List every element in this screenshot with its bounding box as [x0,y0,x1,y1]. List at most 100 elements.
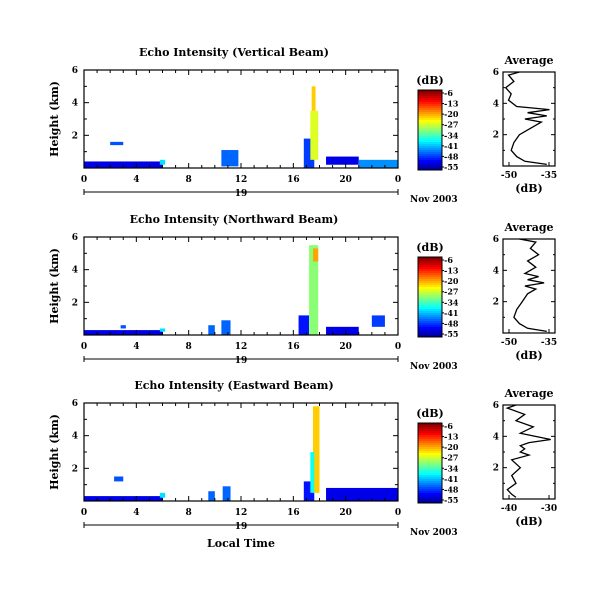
average-y-tick-label: 6 [493,235,499,245]
colorbar-segment [418,463,442,466]
colorbar-segment [418,152,442,155]
colorbar-segment [418,491,442,494]
colorbar-segment [418,122,442,125]
colorbar-segment [418,126,442,129]
colorbar-segment [418,293,442,296]
colorbar-segment [418,309,442,312]
colorbar-tick-label: -6 [444,421,453,431]
colorbar-segment [418,323,442,326]
panel-eastward: Echo Intensity (Eastward Beam) 0 4 8 12 16 20 0… [48,379,557,550]
colorbar-segment [418,497,442,500]
colorbar-segment [418,303,442,306]
colorbar-segment [418,267,442,270]
colorbar-tick-label: -48 [444,318,459,328]
colorbar-segment [418,499,442,502]
x-axis-label: Local Time [207,537,275,550]
x-tick-label: 16 [287,175,300,185]
average-x-tick-label: -30 [541,504,557,514]
echo-cell [159,492,166,498]
x-tick-label: 8 [186,175,192,185]
panel-vertical: Echo Intensity (Vertical Beam) 0 4 8 12 16 20 0… [48,46,557,205]
colorbar-segment [418,477,442,480]
echo-cell [159,328,166,332]
colorbar-tick-label: -20 [444,276,459,286]
echo-cell [208,491,215,501]
x-tick-label: 4 [133,175,139,185]
colorbar-segment [418,158,442,161]
y-axis-label: Height (km) [48,248,61,324]
y-tick-label: 6 [72,66,78,76]
echo-cell [312,406,320,493]
colorbar-tick-label: -13 [444,99,459,109]
colorbar-segment [418,483,442,486]
colorbar-segment [418,457,442,460]
average-profile-line [505,404,551,498]
y-tick-label: 2 [72,464,78,474]
average-y-tick-label: 2 [493,464,499,474]
colorbar-segment [418,271,442,274]
colorbar-segment [418,90,442,93]
colorbar-segment [418,116,442,119]
average-y-tick-label: 4 [493,266,499,276]
colorbar-segment [418,333,442,336]
date-month: Nov 2003 [410,195,458,205]
colorbar-segment [418,305,442,308]
echo-cell [110,141,124,146]
plot-frame [83,236,399,336]
colorbar-segment [418,124,442,127]
colorbar-segment [418,110,442,113]
colorbar-tick-label: -55 [444,495,458,505]
colorbar-segment [418,487,442,490]
colorbar-segment [418,120,442,123]
colorbar-segment [418,287,442,290]
average-title: Average [503,54,553,67]
colorbar-segment [418,481,442,484]
x-tick-label: 20 [339,342,352,352]
colorbar-tick-label: -48 [444,484,459,494]
colorbar-segment [418,269,442,272]
colorbar-segment [418,114,442,117]
colorbar-segment [418,277,442,280]
colorbar-segment [418,299,442,302]
colorbar-segment [418,154,442,157]
date-day: 19 [235,522,248,532]
average-y-tick-label: 4 [493,99,499,109]
colorbar-segment [418,259,442,262]
plot-frame [83,402,399,502]
colorbar-segment [418,118,442,121]
echo-cell [208,325,215,335]
colorbar-segment [418,459,442,462]
colorbar-segment [418,162,442,165]
echo-cell [159,159,166,165]
colorbar-segment [418,150,442,153]
colorbar-segment [418,335,442,338]
colorbar-segment [418,319,442,322]
colorbar-tick-label: -41 [444,141,458,151]
colorbar-segment [418,138,442,141]
colorbar-segment [418,108,442,111]
colorbar-segment [418,489,442,492]
colorbar-segment [418,307,442,310]
colorbar-segment [418,485,442,488]
colorbar-segment [418,283,442,286]
average-x-tick-label: -50 [501,171,517,181]
x-tick-label: 0 [395,508,401,518]
date-month: Nov 2003 [410,528,458,538]
colorbar-frame [417,89,443,171]
x-tick-label: 0 [395,342,401,352]
average-y-tick-label: 2 [493,298,499,308]
colorbar-tick-label: -20 [444,442,459,452]
colorbar-tick-label: -27 [444,120,458,130]
colorbar-segment [418,439,442,442]
colorbar-segment [418,435,442,438]
colorbar-segment [418,429,442,432]
colorbar-segment [418,166,442,169]
x-tick-label: 12 [235,342,248,352]
x-tick-label: 8 [186,508,192,518]
colorbar-segment [418,475,442,478]
x-tick-label: 4 [133,508,139,518]
colorbar-segment [418,449,442,452]
colorbar-segment [418,94,442,97]
echo-cell [312,248,319,262]
colorbar-label: (dB) [416,407,443,420]
